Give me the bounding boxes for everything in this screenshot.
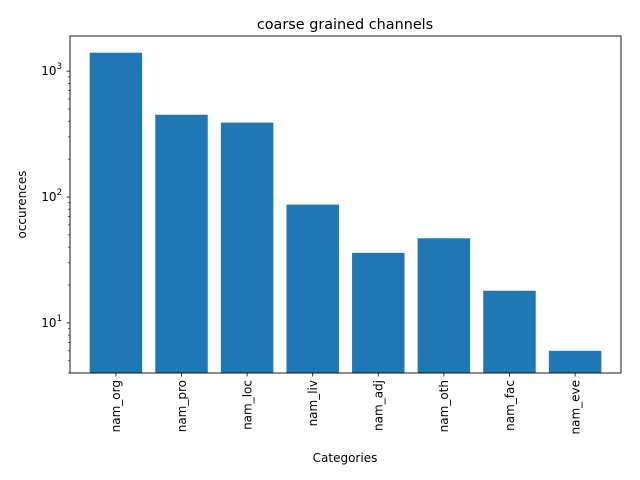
chart-title: coarse grained channels: [257, 17, 433, 33]
x-tick-label: nam_oth: [437, 380, 451, 432]
x-tick-label: nam_adj: [372, 380, 386, 431]
x-axis-label: Categories: [313, 451, 378, 465]
y-tick-label: 101: [41, 314, 62, 330]
y-tick-exponent: 3: [57, 62, 62, 72]
x-tick-label: nam_org: [109, 380, 123, 432]
y-tick-base: 10: [41, 190, 56, 204]
x-tick-label: nam_fac: [503, 380, 517, 431]
y-tick-base: 10: [41, 64, 56, 78]
bar-nam-org: [89, 52, 143, 373]
x-ticks-group: nam_org nam_pro nam_loc nam_liv nam_adj nam_o…: [109, 373, 582, 435]
y-tick-base: 10: [41, 316, 56, 330]
plot-frame: [69, 35, 622, 374]
bar-nam-adj: [352, 252, 405, 373]
x-tick-label: nam_eve: [568, 380, 582, 435]
bar-nam-oth: [417, 238, 471, 373]
x-tick-label: nam_liv: [306, 380, 320, 426]
y-tick-exponent: 1: [57, 314, 62, 324]
x-tick-label: nam_pro: [175, 380, 189, 432]
y-tick-label: 103: [41, 62, 62, 78]
bar-nam-fac: [483, 290, 536, 373]
y-tick-exponent: 2: [57, 188, 62, 198]
y-tick-label: 102: [41, 188, 62, 204]
bar-nam-loc: [220, 122, 274, 373]
y-axis-label: occurences: [15, 170, 29, 238]
bar-nam-pro: [155, 114, 208, 373]
bar-nam-eve: [548, 350, 602, 373]
bars-group: [89, 52, 602, 373]
bar-nam-liv: [286, 204, 339, 373]
x-tick-label: nam_loc: [240, 380, 254, 430]
